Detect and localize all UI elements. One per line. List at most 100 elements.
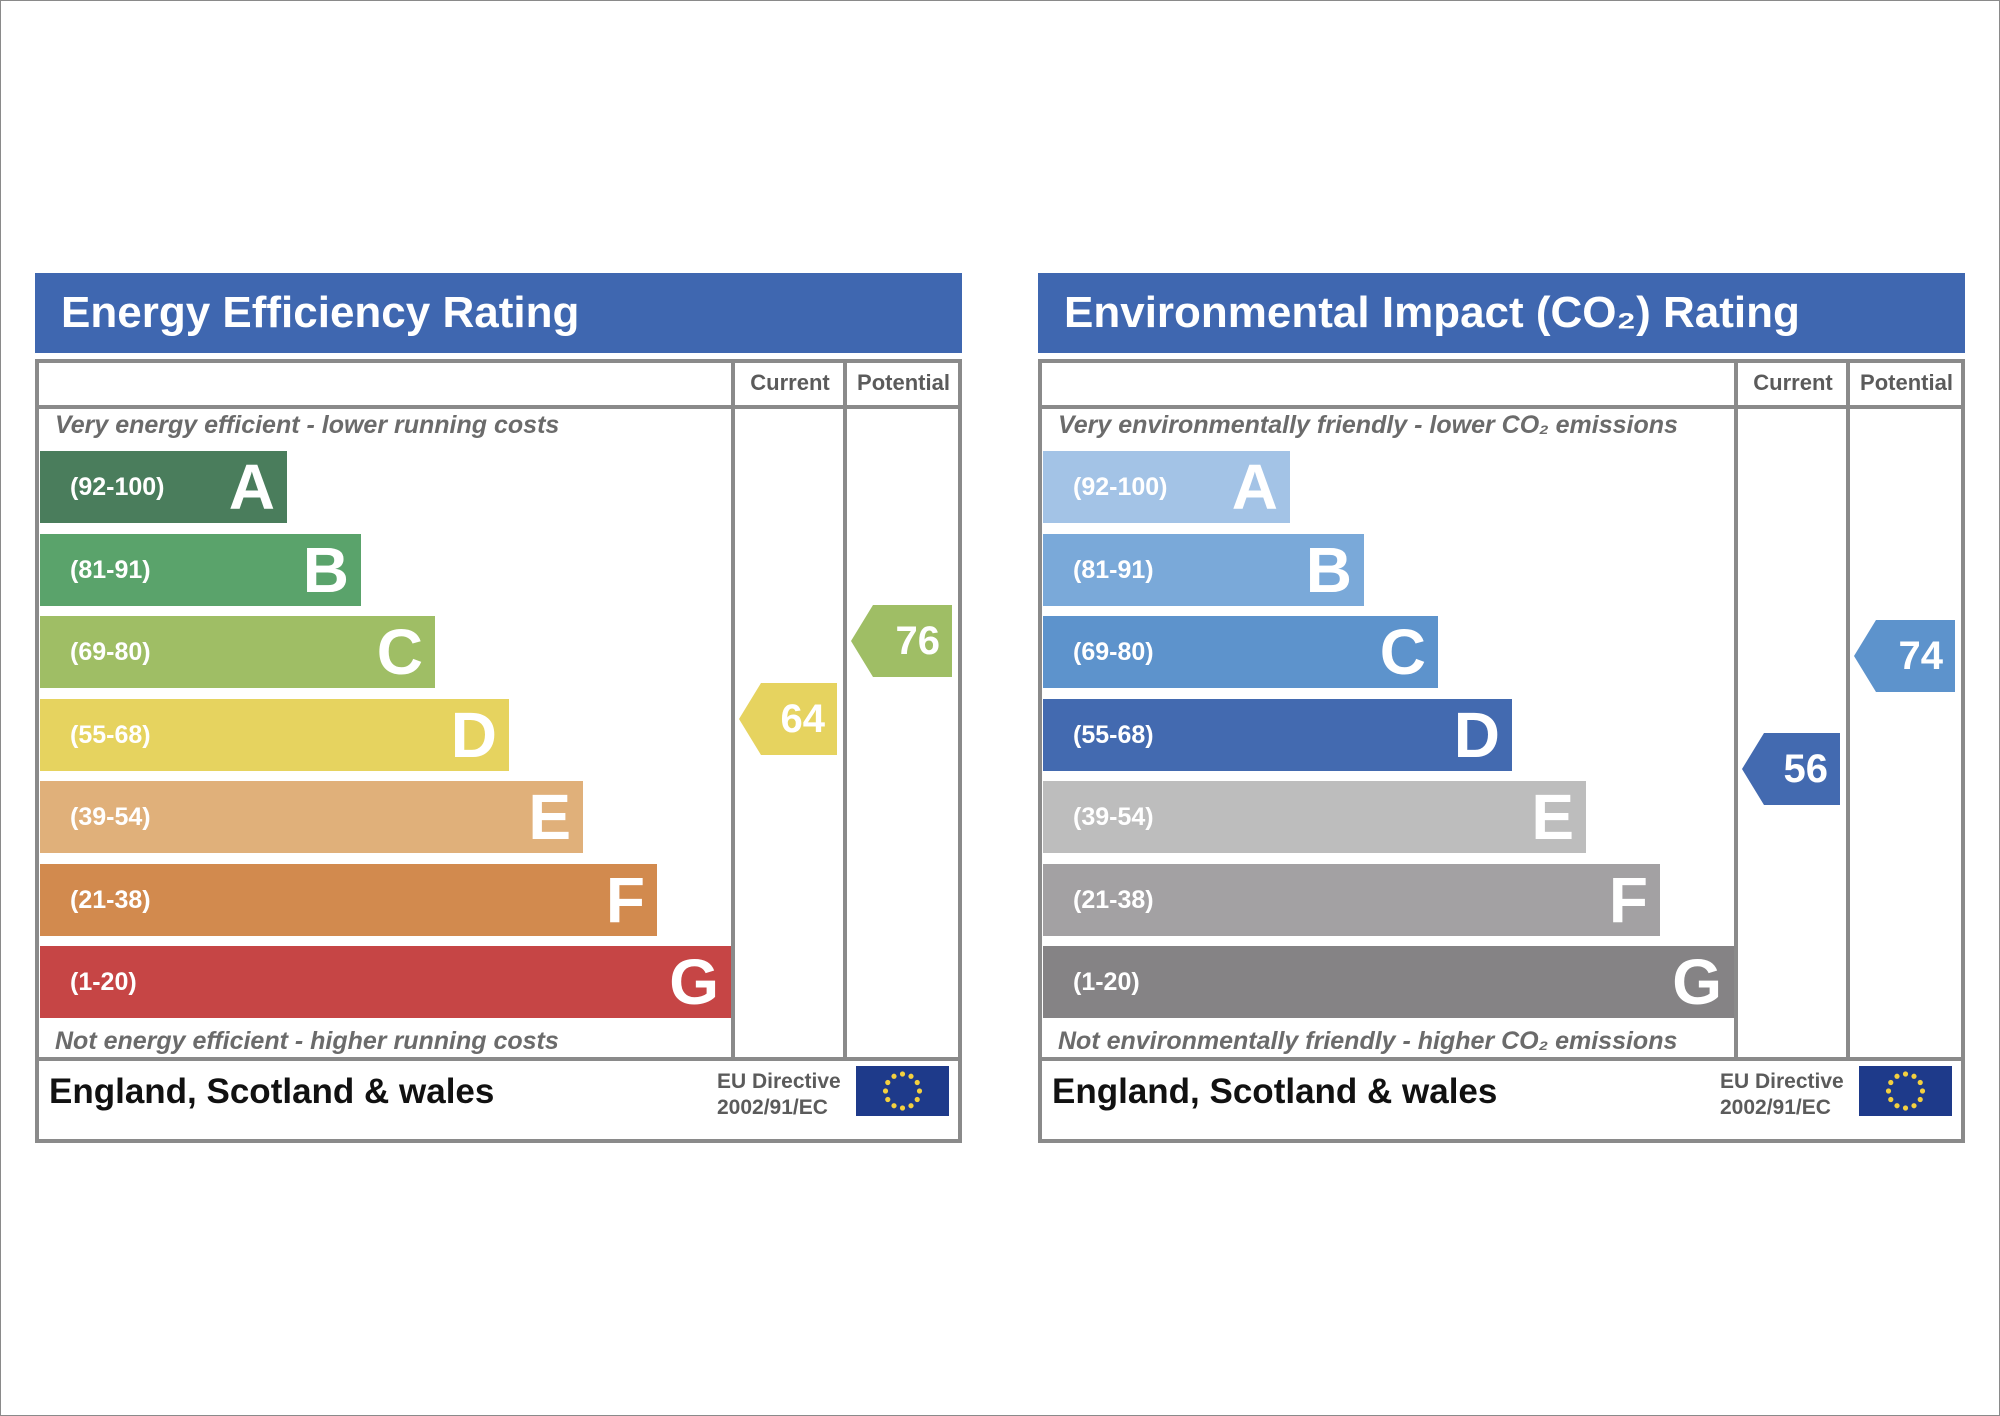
- band-letter-label: D: [450, 698, 497, 771]
- rating-value-label: 74: [1898, 633, 1944, 678]
- potential-rating-arrow: 74: [1854, 619, 1955, 692]
- band-letter-label: A: [228, 451, 275, 523]
- eu-star: [1902, 1105, 1909, 1111]
- eu-star: [891, 1073, 897, 1079]
- directive-line-1: EU Directive: [717, 1070, 841, 1093]
- band-a: (92-100) A: [40, 451, 287, 523]
- eu-stars: [1885, 1071, 1926, 1111]
- band-range-label: (1-20): [1073, 968, 1140, 996]
- band-b: (81-91) B: [1043, 533, 1364, 606]
- band-letter-label: F: [605, 863, 645, 936]
- arrow-shape: [851, 604, 952, 677]
- band-range-label: (21-38): [1073, 885, 1154, 914]
- band-letter-label: B: [1305, 533, 1352, 606]
- arrow-shape: [1854, 619, 1955, 692]
- rating-value-label: 56: [1783, 747, 1829, 792]
- arrow-shape: [739, 682, 837, 755]
- eu-star: [1885, 1088, 1892, 1094]
- eu-star: [885, 1079, 891, 1086]
- band-letter-label: C: [376, 616, 423, 688]
- band-range-label: (55-68): [70, 720, 151, 749]
- eu-star: [1917, 1096, 1923, 1103]
- band-range-label: (39-54): [70, 803, 151, 831]
- eu-stars: [882, 1071, 923, 1111]
- eu-star: [908, 1103, 914, 1109]
- rating-value-label: 64: [780, 696, 826, 741]
- footer-region: England, Scotland & wales: [49, 1072, 495, 1111]
- band-letter-label: E: [1531, 781, 1574, 853]
- rating-value-label: 76: [895, 618, 941, 663]
- eu-star: [914, 1079, 920, 1086]
- panel-title: Environmental Impact (CO₂) Rating: [1038, 273, 1965, 353]
- band-letter-label: A: [1231, 451, 1278, 523]
- grid-lines: [1038, 359, 1965, 1143]
- eu-star: [891, 1103, 897, 1109]
- band-range-label: (39-54): [1073, 803, 1154, 831]
- band-d: (55-68) D: [1043, 698, 1512, 771]
- environmental-impact-panel: Environmental Impact (CO₂) Rating Curren…: [1038, 273, 1965, 1143]
- band-letter-label: F: [1608, 863, 1648, 936]
- top-note: Very environmentally friendly - lower CO…: [1058, 411, 1678, 439]
- band-letter-label: C: [1379, 616, 1426, 688]
- eu-star: [882, 1088, 889, 1094]
- band-f: (21-38) F: [40, 863, 657, 936]
- potential-column-header: Potential: [1860, 370, 1953, 395]
- current-column-header: Current: [1753, 370, 1833, 395]
- eu-star: [1911, 1103, 1917, 1109]
- potential-rating-arrow: 76: [851, 604, 952, 677]
- band-letter-label: G: [1672, 946, 1722, 1018]
- current-rating-arrow: 56: [1742, 733, 1840, 806]
- band-range-label: (81-91): [70, 555, 151, 584]
- band-b: (81-91) B: [40, 533, 361, 606]
- eu-star: [914, 1096, 920, 1103]
- eu-flag-icon: [856, 1066, 949, 1116]
- arrow-shape: [1742, 733, 1840, 806]
- energy-efficiency-panel: Energy Efficiency Rating Current Potenti…: [35, 273, 962, 1143]
- eu-flag-icon: [1859, 1066, 1952, 1116]
- band-range-label: (81-91): [1073, 555, 1154, 584]
- band-range-label: (69-80): [70, 638, 151, 666]
- band-letter-label: B: [302, 533, 349, 606]
- potential-column-header: Potential: [857, 370, 950, 395]
- band-a: (92-100) A: [1043, 451, 1290, 523]
- band-range-label: (55-68): [1073, 720, 1154, 749]
- band-range-label: (21-38): [70, 885, 151, 914]
- eu-star: [1911, 1073, 1917, 1079]
- arrow-polygon: [739, 682, 837, 755]
- eu-star: [1919, 1088, 1926, 1094]
- arrow-polygon: [851, 604, 952, 677]
- eu-directive-text: EU Directive 2002/91/EC: [1720, 1069, 1844, 1121]
- eu-star: [908, 1073, 914, 1079]
- directive-line-2: 2002/91/EC: [1720, 1096, 1831, 1119]
- grid-lines: [35, 359, 962, 1143]
- bottom-note: Not energy efficient - higher running co…: [55, 1027, 559, 1055]
- band-c: (69-80) C: [40, 616, 435, 688]
- eu-star: [1917, 1079, 1923, 1086]
- footer-region: England, Scotland & wales: [1052, 1072, 1498, 1111]
- rating-grid: Current Potential Very environmentally f…: [1038, 359, 1965, 1143]
- band-range-label: (69-80): [1073, 638, 1154, 666]
- band-range-label: (92-100): [1073, 473, 1168, 501]
- band-f: (21-38) F: [1043, 863, 1660, 936]
- eu-star: [899, 1071, 906, 1077]
- eu-star: [916, 1088, 923, 1094]
- band-letter-label: D: [1453, 698, 1500, 771]
- eu-star: [885, 1096, 891, 1103]
- top-note: Very energy efficient - lower running co…: [55, 411, 560, 439]
- directive-line-1: EU Directive: [1720, 1070, 1844, 1093]
- band-e: (39-54) E: [40, 781, 583, 853]
- panel-title: Energy Efficiency Rating: [35, 273, 962, 353]
- band-g: (1-20) G: [40, 946, 731, 1018]
- eu-star: [1894, 1073, 1900, 1079]
- bottom-note: Not environmentally friendly - higher CO…: [1058, 1027, 1678, 1055]
- eu-star: [899, 1105, 906, 1111]
- eu-star: [1888, 1096, 1894, 1103]
- band-g: (1-20) G: [1043, 946, 1734, 1018]
- band-c: (69-80) C: [1043, 616, 1438, 688]
- band-range-label: (1-20): [70, 968, 137, 996]
- current-rating-arrow: 64: [739, 682, 837, 755]
- eu-directive-text: EU Directive 2002/91/EC: [717, 1069, 841, 1121]
- band-d: (55-68) D: [40, 698, 509, 771]
- rating-grid: Current Potential Very energy efficient …: [35, 359, 962, 1143]
- eu-star: [1902, 1071, 1909, 1077]
